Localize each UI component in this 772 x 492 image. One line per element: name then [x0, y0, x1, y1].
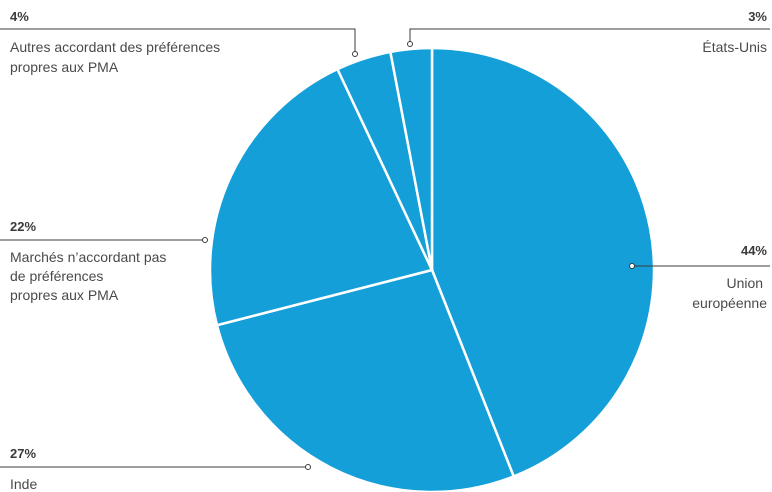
pie-slice-marches-sans-preferences [208, 67, 434, 327]
pct-label-inde: 27% [10, 446, 36, 461]
callout-autres-preferences: 4% Autres accordant des préférences prop… [0, 9, 358, 75]
callout-union-europeenne: 44% Union européenne [629, 243, 770, 311]
callout-marches-sans-preferences: 22% Marchés n’accordant pas de préférenc… [0, 219, 208, 303]
slice-label-etats-unis: États-Unis [702, 39, 767, 55]
slice-label-marches-sans-preferences: Marchés n’accordant pas de préférences p… [10, 249, 170, 303]
callout-etats-unis: 3% États-Unis [407, 9, 770, 55]
slice-label-autres-preferences: Autres accordant des préférences propres… [10, 39, 224, 75]
pie-slice-union-europeenne [430, 46, 656, 479]
callout-inde: 27% Inde [0, 446, 311, 492]
pie-slice-inde [215, 268, 516, 492]
slice-label-inde: Inde [10, 476, 37, 492]
pct-label-etats-unis: 3% [748, 9, 767, 24]
pct-label-autres-preferences: 4% [10, 9, 29, 24]
slice-label-union-europeenne: Union européenne [692, 275, 767, 311]
pie-slices [208, 46, 656, 492]
pie-slice-etats-unis [388, 46, 434, 271]
pct-label-union-europeenne: 44% [741, 243, 767, 258]
pct-label-marches-sans-preferences: 22% [10, 219, 36, 234]
